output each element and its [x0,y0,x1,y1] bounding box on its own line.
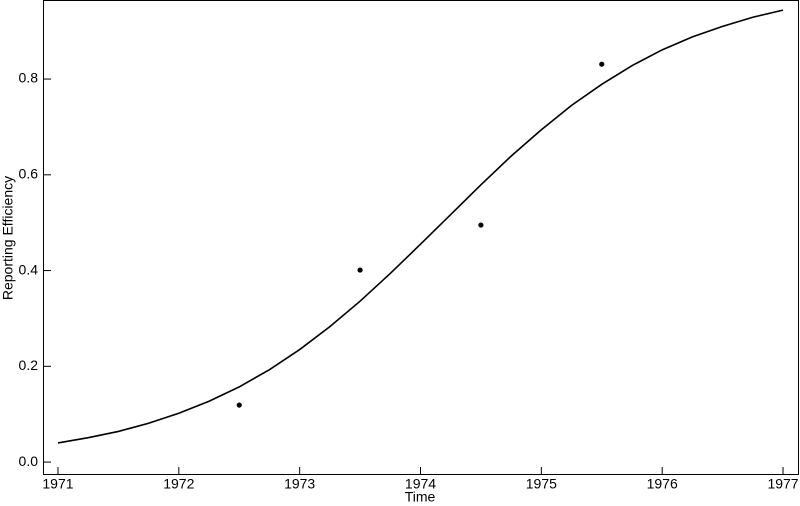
x-tick-label: 1974 [405,476,436,492]
data-point [599,61,605,67]
data-point [478,222,484,228]
data-point [357,267,363,273]
y-tick-label: 0.6 [19,166,39,182]
x-tick-label: 1975 [526,476,557,492]
y-tick-label: 0.8 [19,70,39,86]
y-axis-title: Reporting Efficiency [0,176,16,300]
y-tick-label: 0.0 [19,453,39,469]
x-tick-label: 1973 [284,476,315,492]
x-tick-label: 1977 [767,476,798,492]
x-tick-label: 1976 [647,476,678,492]
data-point [236,402,242,408]
x-axis-title: Time [405,489,436,505]
y-tick-label: 0.2 [19,357,39,373]
curve [57,9,784,444]
x-tick-label: 1971 [42,476,73,492]
plot-frame [43,0,799,475]
x-tick-label: 1972 [163,476,194,492]
y-tick-label: 0.4 [19,261,39,277]
